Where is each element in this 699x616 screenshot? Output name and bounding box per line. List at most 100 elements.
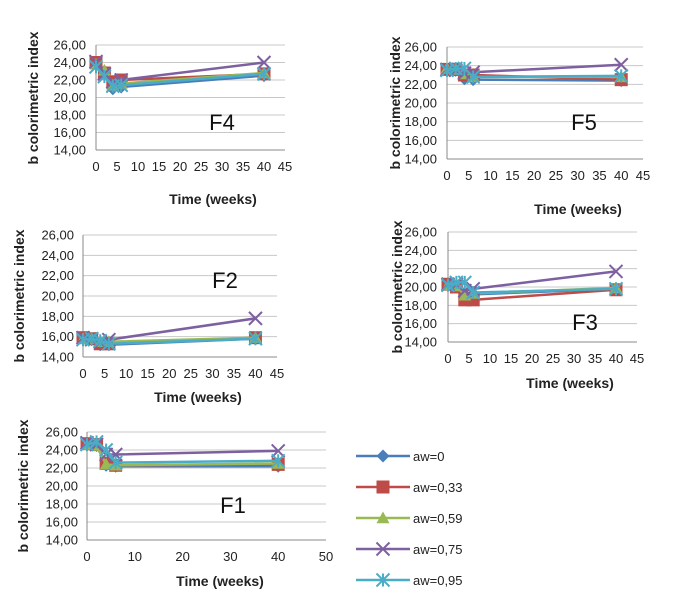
y-tick-label: 14,00: [404, 335, 437, 350]
legend-item: aw=0,75: [356, 541, 463, 557]
data-point: [84, 331, 99, 346]
legend-label: aw=0,95: [413, 573, 463, 588]
data-point: [108, 455, 123, 470]
x-tick-label: 40: [614, 168, 628, 183]
x-tick-label: 45: [270, 366, 284, 381]
y-axis-title: b colorimetric index: [15, 419, 31, 552]
y-tick-label: 24,00: [404, 243, 437, 258]
y-tick-label: 26,00: [404, 40, 437, 55]
y-tick-label: 20,00: [404, 280, 437, 295]
chart-panel-f2: 14,00 16,00 18,00 20,00 22,00 24,00 26,00 0 5 10 1…: [11, 228, 284, 406]
x-tick-label: 10: [483, 351, 497, 366]
y-tick-label: 24,00: [45, 443, 78, 458]
x-tick-label: 40: [609, 351, 623, 366]
series-aw=0,95: [79, 434, 286, 470]
y-tick-label: 14,00: [45, 533, 78, 548]
x-tick-label: 30: [570, 168, 584, 183]
x-tick-label: 20: [525, 351, 539, 366]
legend-item: aw=0,33: [356, 480, 463, 495]
x-tick-label: 30: [215, 159, 229, 174]
panel-label: F3: [572, 310, 598, 335]
legend-item: aw=0: [356, 449, 444, 464]
x-tick-label: 0: [443, 168, 450, 183]
y-tick-label: 20,00: [45, 479, 78, 494]
x-tick-label: 20: [527, 168, 541, 183]
x-tick-label: 10: [131, 159, 145, 174]
x-axis-title: Time (weeks): [154, 389, 242, 405]
data-point: [614, 68, 629, 84]
data-point: [608, 264, 624, 279]
legend-marker: [376, 449, 390, 463]
y-tick-label: 20,00: [53, 90, 86, 105]
y-tick-label: 20,00: [41, 289, 74, 304]
data-point: [89, 434, 104, 450]
series-line: [86, 441, 279, 456]
y-tick-label: 24,00: [41, 248, 74, 263]
data-point: [614, 57, 629, 72]
data-point: [98, 442, 114, 458]
panel-label: F5: [571, 110, 597, 135]
y-tick-label: 22,00: [404, 261, 437, 276]
y-axis-title: b colorimetric index: [387, 36, 403, 169]
x-tick-label: 35: [592, 168, 606, 183]
y-tick-label: 22,00: [45, 461, 78, 476]
y-tick-label: 16,00: [404, 316, 437, 331]
x-tick-label: 25: [194, 159, 208, 174]
x-tick-label: 40: [257, 159, 271, 174]
x-tick-label: 25: [546, 351, 560, 366]
x-tick-label: 45: [630, 351, 644, 366]
chart-panel-f5: 14,00 16,00 18,00 20,00 22,00 24,00 26,00 0 5 10 1…: [387, 36, 650, 217]
data-point: [608, 281, 624, 297]
x-tick-label: 40: [248, 366, 262, 381]
legend-marker: [375, 572, 391, 588]
x-tick-label: 5: [113, 159, 120, 174]
chart-panel-f4: 14,00 16,00 18,00 20,00 22,00 24,00 26,00 0 5 10 1…: [25, 31, 292, 207]
y-tick-label: 16,00: [404, 133, 437, 148]
y-tick-label: 18,00: [404, 114, 437, 129]
legend-item: aw=0,95: [356, 572, 463, 588]
y-tick-label: 24,00: [404, 58, 437, 73]
y-tick-label: 18,00: [41, 309, 74, 324]
data-point: [270, 453, 286, 469]
x-tick-label: 30: [205, 366, 219, 381]
x-tick-label: 35: [236, 159, 250, 174]
legend-label: aw=0,59: [413, 511, 463, 526]
x-tick-label: 45: [278, 159, 292, 174]
x-tick-label: 0: [83, 549, 90, 564]
y-tick-label: 16,00: [41, 329, 74, 344]
legend-label: aw=0: [413, 449, 444, 464]
panel-label: F2: [212, 268, 238, 293]
data-point: [465, 285, 481, 300]
y-tick-label: 18,00: [404, 298, 437, 313]
data-point: [439, 63, 455, 78]
series-aw=0,95: [440, 275, 624, 300]
data-point: [248, 331, 263, 346]
y-tick-label: 18,00: [53, 108, 86, 123]
y-axis-title: b colorimetric index: [25, 31, 41, 164]
x-tick-label: 5: [465, 351, 472, 366]
data-point: [93, 333, 108, 348]
series-aw=0,95: [75, 331, 263, 351]
data-point: [113, 78, 129, 93]
x-axis-title: Time (weeks): [169, 191, 257, 207]
y-tick-label: 16,00: [45, 515, 78, 530]
series-aw=0,95: [439, 61, 629, 85]
x-tick-label: 10: [119, 366, 133, 381]
data-point: [101, 336, 117, 351]
x-tick-label: 15: [140, 366, 154, 381]
x-tick-label: 20: [173, 159, 187, 174]
x-tick-label: 0: [92, 159, 99, 174]
legend-label: aw=0,33: [413, 480, 463, 495]
legend: aw=0 aw=0,33 aw=0,59 aw=0,75 aw=0,95: [356, 449, 463, 588]
x-axis-title: Time (weeks): [534, 201, 622, 217]
data-point: [248, 311, 263, 326]
y-tick-label: 14,00: [53, 143, 86, 158]
legend-marker: [376, 480, 390, 494]
x-tick-label: 5: [465, 168, 472, 183]
y-tick-label: 18,00: [45, 497, 78, 512]
legend-item: aw=0,59: [356, 511, 463, 526]
y-axis-title: b colorimetric index: [389, 220, 405, 353]
legend-marker: [375, 541, 391, 557]
x-tick-label: 50: [319, 549, 333, 564]
x-tick-label: 35: [588, 351, 602, 366]
